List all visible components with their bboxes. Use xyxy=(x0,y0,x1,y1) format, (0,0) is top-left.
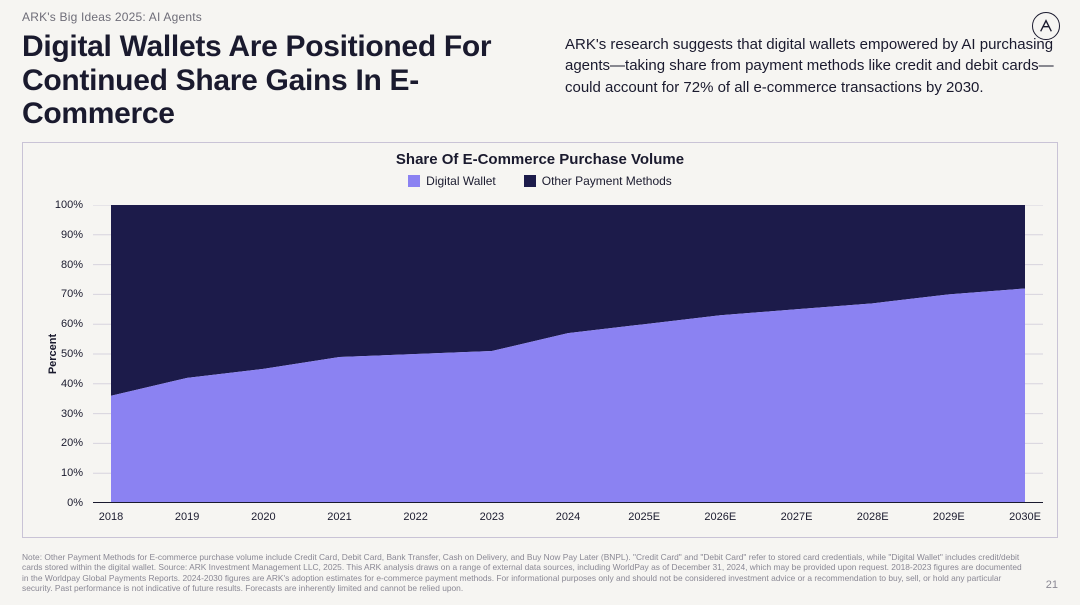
y-tick-label: 80% xyxy=(61,259,83,271)
x-tick-label: 2023 xyxy=(480,511,504,523)
y-tick-label: 90% xyxy=(61,229,83,241)
chart-legend: Digital Wallet Other Payment Methods xyxy=(23,174,1057,188)
x-tick-label: 2019 xyxy=(175,511,199,523)
x-tick-label: 2028E xyxy=(857,511,889,523)
legend-label: Other Payment Methods xyxy=(542,174,672,188)
header-kicker: ARK's Big Ideas 2025: AI Agents xyxy=(22,10,202,24)
legend-swatch-icon xyxy=(408,175,420,187)
y-tick-label: 70% xyxy=(61,288,83,300)
x-axis-ticks: 2018 2019 2020 2021 2022 2023 2024 2025E 2026E 20… xyxy=(93,507,1043,531)
page-number: 21 xyxy=(1046,579,1058,591)
y-axis-ticks: 0%10%20%30%40%50%60%70%80%90%100% xyxy=(23,205,89,503)
y-tick-label: 100% xyxy=(55,199,83,211)
page-title: Digital Wallets Are Positioned For Conti… xyxy=(22,30,532,131)
chart-title: Share Of E-Commerce Purchase Volume xyxy=(23,151,1057,168)
x-tick-label: 2027E xyxy=(781,511,813,523)
x-tick-label: 2030E xyxy=(1009,511,1041,523)
x-tick-label: 2022 xyxy=(403,511,427,523)
x-tick-label: 2026E xyxy=(704,511,736,523)
y-tick-label: 0% xyxy=(67,497,83,509)
x-tick-label: 2018 xyxy=(99,511,123,523)
y-tick-label: 30% xyxy=(61,408,83,420)
legend-label: Digital Wallet xyxy=(426,174,496,188)
page-subtitle: ARK's research suggests that digital wal… xyxy=(565,34,1055,98)
y-tick-label: 50% xyxy=(61,348,83,360)
y-tick-label: 40% xyxy=(61,378,83,390)
x-tick-label: 2024 xyxy=(556,511,580,523)
legend-item-other: Other Payment Methods xyxy=(524,174,672,188)
legend-item-digital-wallet: Digital Wallet xyxy=(408,174,496,188)
x-tick-label: 2029E xyxy=(933,511,965,523)
x-tick-label: 2020 xyxy=(251,511,275,523)
y-tick-label: 10% xyxy=(61,467,83,479)
x-tick-label: 2025E xyxy=(628,511,660,523)
y-tick-label: 20% xyxy=(61,437,83,449)
y-tick-label: 60% xyxy=(61,318,83,330)
footnote-text: Note: Other Payment Methods for E-commer… xyxy=(22,552,1022,593)
x-tick-label: 2021 xyxy=(327,511,351,523)
chart-container: Share Of E-Commerce Purchase Volume Digi… xyxy=(22,142,1058,538)
chart-plot xyxy=(93,205,1043,503)
legend-swatch-icon xyxy=(524,175,536,187)
